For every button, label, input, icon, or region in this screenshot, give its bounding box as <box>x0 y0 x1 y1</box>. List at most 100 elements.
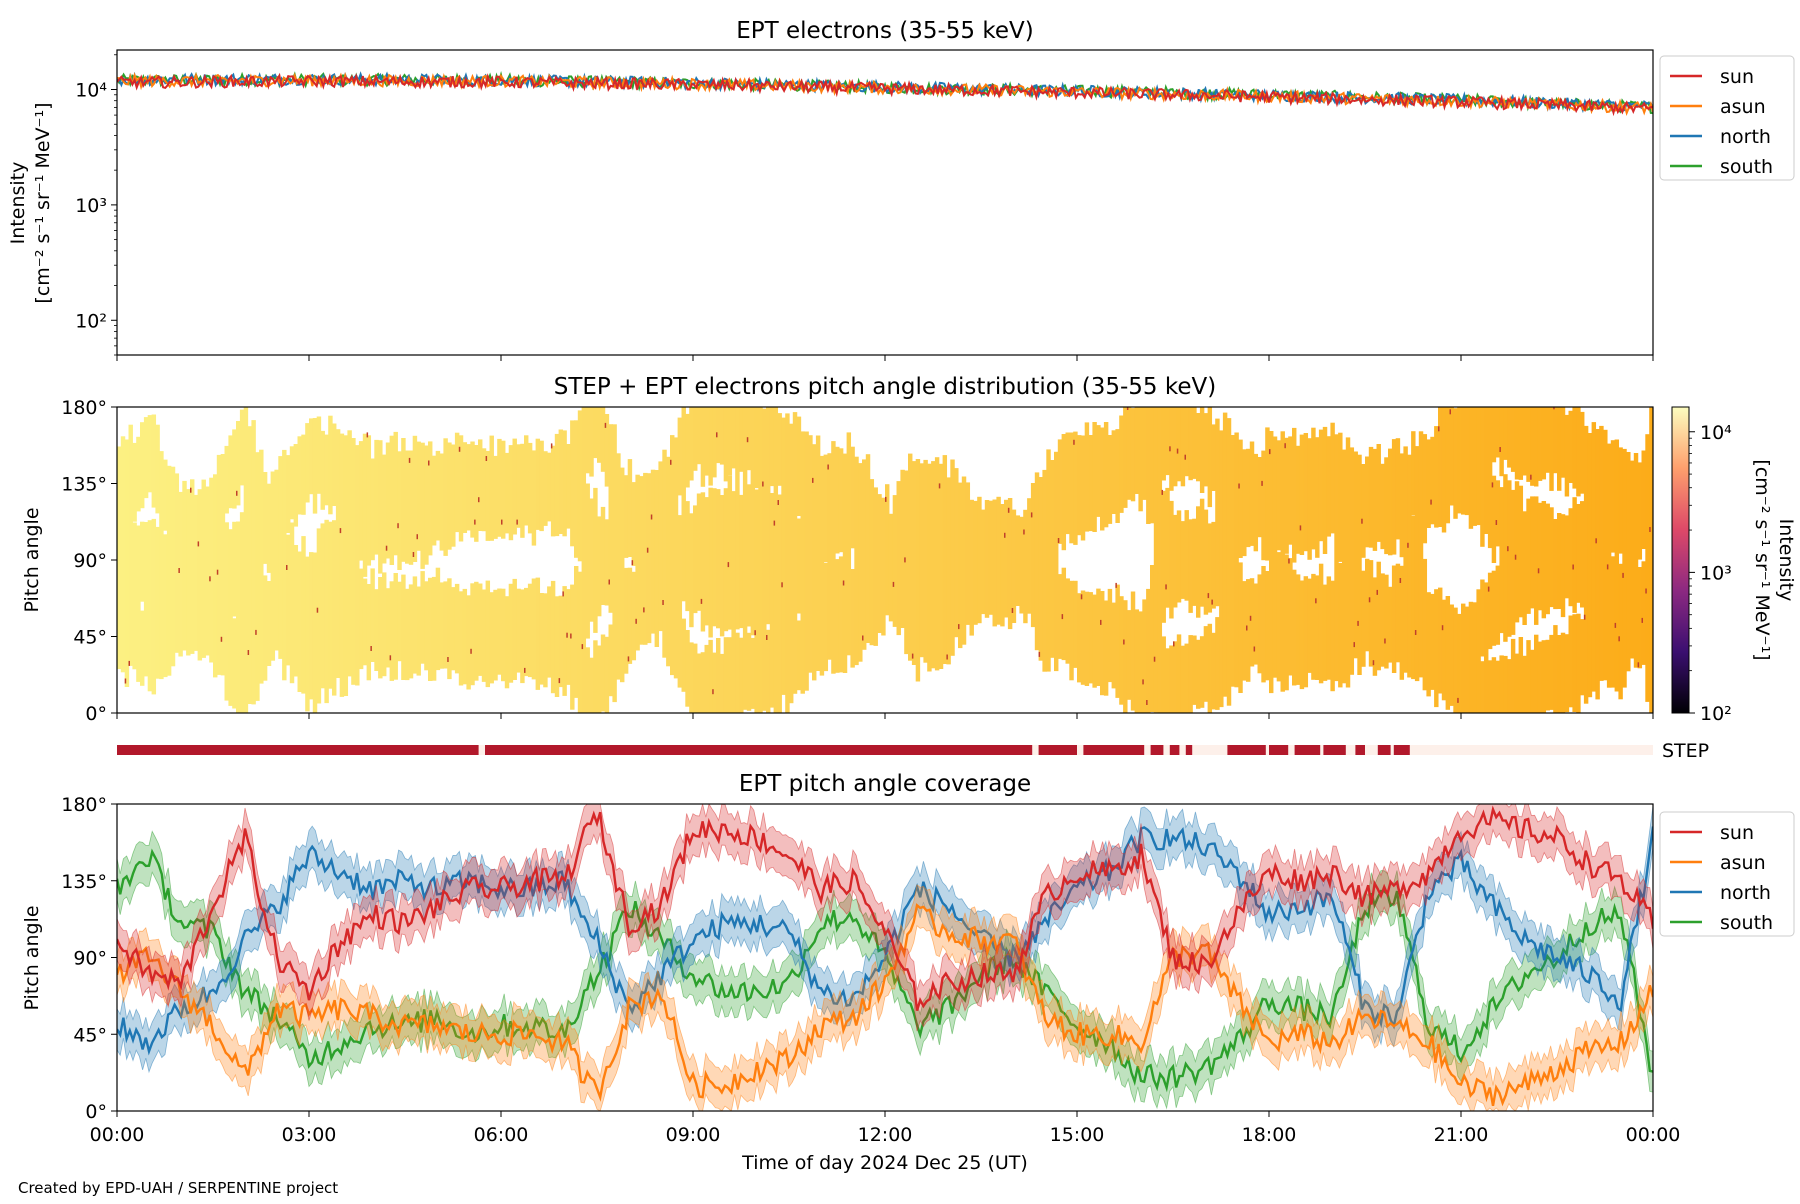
coverage-xtick-label: 18:00 <box>1242 1124 1297 1146</box>
pad-heatmap-cell <box>120 436 126 673</box>
coverage-xtick-label: 00:00 <box>90 1124 145 1146</box>
pad-heatmap-cell <box>574 566 579 698</box>
pad-heatmap-cell <box>531 450 537 546</box>
pad-heatmap-cell <box>151 518 157 695</box>
pad-heatmap-cell <box>904 557 906 563</box>
pad-heatmap-cell <box>389 581 395 681</box>
pad-heatmap-cell <box>1092 422 1097 532</box>
pad-heatmap-cell <box>197 489 203 661</box>
pad-heatmap-cell <box>908 453 913 661</box>
pad-heatmap-cell <box>385 442 391 559</box>
pad-heatmap-cell <box>1368 560 1374 667</box>
pad-heatmap-cell <box>1150 407 1155 524</box>
pad-heatmap-cell <box>677 417 683 496</box>
pad-heatmap-cell <box>1395 563 1401 663</box>
pad-heatmap-cell <box>1610 556 1616 688</box>
pad-heatmap-cell <box>1111 602 1117 689</box>
pad-heatmap-cell <box>946 477 951 665</box>
pad-heatmap-cell <box>1557 513 1562 609</box>
pad-heatmap-cell <box>454 432 460 533</box>
panel-coverage-title: EPT pitch angle coverage <box>739 771 1031 797</box>
pad-heatmap-cell <box>1253 646 1256 652</box>
pad-heatmap-cell <box>516 588 521 673</box>
pad-heatmap-cell <box>339 528 342 534</box>
pad-heatmap-cell <box>462 588 468 685</box>
pad-heatmap-cell <box>1495 407 1501 458</box>
pad-heatmap-cell <box>1077 593 1082 683</box>
panel-intensity-title: EPT electrons (35-55 keV) <box>736 18 1033 44</box>
pad-heatmap-cell <box>1007 498 1013 630</box>
pad-heatmap-cell <box>643 472 648 645</box>
pad-heatmap-cell <box>1134 407 1140 494</box>
intensity-legend: sun asun north south <box>1659 55 1795 181</box>
pad-heatmap-cell <box>439 582 445 669</box>
pad-heatmap-cell <box>1445 596 1451 710</box>
pad-heatmap-cell <box>508 445 514 541</box>
pad-heatmap-cell <box>470 648 472 654</box>
pad-heatmap-cell <box>439 453 445 551</box>
pad-heatmap-cell <box>673 437 679 679</box>
pad-heatmap-cell <box>746 484 752 627</box>
panel-coverage: EPT pitch angle coverage 0° 45° 90° 135° 180… <box>21 771 1795 1174</box>
pad-heatmap-cell <box>808 435 813 673</box>
pad-heatmap-cell <box>405 450 410 564</box>
pad-heatmap-cell <box>597 407 602 463</box>
pad-heatmap-cell <box>716 489 721 629</box>
pad-heatmap-cell <box>1514 653 1520 713</box>
pad-heatmap-cell <box>1530 407 1535 486</box>
pad-heatmap-cell <box>1176 407 1182 482</box>
pad-heatmap-cell <box>1499 447 1501 452</box>
pad-heatmap-cell <box>1564 414 1570 497</box>
pad-heatmap-cell <box>1269 449 1271 455</box>
pad-heatmap-cell <box>1173 514 1178 608</box>
pad-heatmap-cell <box>685 501 690 612</box>
pad-heatmap-cell <box>1073 439 1075 445</box>
pad-heatmap-cell <box>1495 565 1501 645</box>
pad-heatmap-cell <box>324 434 329 506</box>
intensity-line-asun <box>117 71 1653 116</box>
panel-step: STEP <box>117 740 1709 762</box>
pad-heatmap-cell <box>324 519 329 704</box>
pad-heatmap-cell <box>915 459 921 682</box>
pad-heatmap-cell <box>516 519 518 525</box>
pad-heatmap-cell <box>1491 475 1497 563</box>
pad-heatmap-cell <box>270 471 276 661</box>
pad-heatmap-cell <box>412 435 418 562</box>
pad-heatmap-cell <box>1303 433 1309 552</box>
pad-heatmap-cell <box>332 520 337 696</box>
pad-heatmap-cell <box>1288 436 1293 545</box>
pad-heatmap-cell <box>554 596 560 697</box>
pad-heatmap-cell <box>228 435 233 509</box>
pad-heatmap-cell <box>262 575 268 681</box>
pad-heatmap-cell <box>1157 407 1163 713</box>
pad-heatmap-cell <box>1249 578 1255 667</box>
pad-heatmap-cell <box>1038 651 1041 657</box>
pad-heatmap-cell <box>1073 580 1078 668</box>
pad-heatmap-cell <box>366 432 369 438</box>
pad-heatmap-cell <box>347 430 352 677</box>
pad-heatmap-cell <box>1357 620 1359 626</box>
pad-heatmap-cell <box>1353 451 1358 659</box>
pad-heatmap-cell <box>639 476 644 645</box>
legend-box <box>1659 55 1795 181</box>
pad-heatmap-cell <box>950 459 955 656</box>
pad-heatmap-cell <box>1165 648 1170 713</box>
intensity-ytick-label: 10² <box>75 310 107 332</box>
pad-heatmap-cell <box>1384 457 1389 555</box>
pad-heatmap-cell <box>627 459 633 557</box>
pad-heatmap-cell <box>489 592 494 684</box>
pad-heatmap-cell <box>1549 634 1554 710</box>
pad-heatmap-cell <box>393 573 398 680</box>
pad-ytick-label: 180° <box>61 397 107 419</box>
pad-heatmap-cell <box>155 526 160 679</box>
step-interval <box>1227 745 1266 755</box>
pad-heatmap-cell <box>1203 413 1209 487</box>
pad-heatmap-cell <box>512 578 517 680</box>
pad-heatmap-cell <box>623 475 629 558</box>
pad-heatmap-cell <box>1100 619 1102 625</box>
pad-heatmap-cell <box>374 589 379 671</box>
pad-heatmap-cell <box>209 477 214 663</box>
pad-heatmap-cell <box>892 495 898 627</box>
pad-heatmap-cell <box>719 407 725 465</box>
pad-heatmap-cell <box>700 492 706 632</box>
